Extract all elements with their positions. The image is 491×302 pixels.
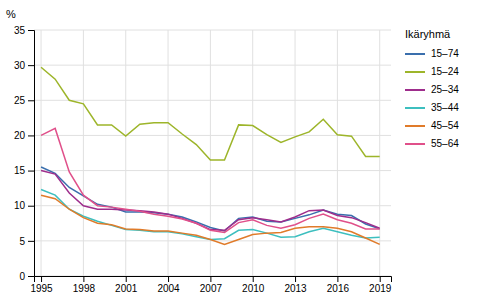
- axis-line: [28, 31, 35, 277]
- tick-label: 2007: [200, 283, 223, 294]
- tick-mark: [28, 171, 34, 172]
- tick: 2016: [327, 276, 350, 294]
- legend-label: 55–64: [431, 138, 459, 149]
- series-line: [41, 190, 380, 240]
- legend-item: 35–44: [405, 102, 459, 113]
- tick-mark: [168, 276, 169, 282]
- tick: 2004: [157, 276, 180, 294]
- tick-mark: [28, 65, 34, 66]
- y-axis-label: %: [6, 8, 16, 20]
- legend-swatch: [405, 53, 425, 55]
- tick-mark: [28, 241, 34, 242]
- tick-mark: [295, 276, 296, 282]
- tick-mark: [337, 276, 338, 282]
- tick: 0: [19, 271, 34, 282]
- legend-item: 15–74: [405, 48, 459, 59]
- tick-label: 30: [14, 60, 26, 71]
- series-line: [41, 128, 380, 232]
- tick: 1995: [30, 276, 53, 294]
- tick-mark: [28, 206, 34, 207]
- grid-line: [252, 30, 253, 276]
- tick-mark: [126, 276, 127, 282]
- tick-label: 2010: [242, 283, 265, 294]
- tick-mark: [28, 100, 34, 101]
- tick-label: 20: [14, 130, 26, 141]
- tick: 2013: [284, 276, 307, 294]
- tick-mark: [41, 276, 42, 282]
- grid-line: [83, 30, 84, 276]
- legend-swatch: [405, 107, 425, 109]
- tick-label: 1995: [30, 283, 53, 294]
- legend-label: 35–44: [431, 102, 459, 113]
- tick: 10: [14, 200, 34, 211]
- tick: 2001: [115, 276, 138, 294]
- tick: 2010: [242, 276, 265, 294]
- legend: Ikäryhmä 15–74 15–24 25–34 35–44 45–54 55–64: [405, 28, 459, 149]
- tick: 5: [19, 236, 34, 247]
- legend-title: Ikäryhmä: [405, 28, 451, 40]
- legend-item: 55–64: [405, 138, 459, 149]
- tick-label: 0: [19, 271, 25, 282]
- legend-swatch: [405, 125, 425, 127]
- legend-item: 15–24: [405, 66, 459, 77]
- tick: 20: [14, 130, 34, 141]
- legend-label: 15–24: [431, 66, 459, 77]
- tick-label: 35: [14, 25, 26, 36]
- tick-label: 10: [14, 200, 26, 211]
- lines: [41, 67, 380, 244]
- legend-item: 45–54: [405, 120, 459, 131]
- y-axis: 0 5 10 15 20 25 30 35: [14, 25, 35, 282]
- tick-mark: [210, 276, 211, 282]
- tick-label: 2013: [284, 283, 307, 294]
- tick-label: 5: [19, 236, 25, 247]
- tick-mark: [28, 276, 34, 277]
- axis-line: [35, 277, 392, 283]
- tick-mark: [28, 135, 34, 136]
- tick: 2007: [200, 276, 223, 294]
- grid-line: [295, 30, 296, 276]
- tick: 30: [14, 60, 34, 71]
- tick: 1998: [73, 276, 96, 294]
- tick-mark: [28, 30, 34, 31]
- tick-label: 2004: [157, 283, 180, 294]
- series-line: [41, 195, 380, 244]
- tick-label: 2016: [327, 283, 350, 294]
- legend-item: 25–34: [405, 84, 459, 95]
- chart-container: 1995 1998 2001 2004 2007 2010 2013 2016 2019 0 5 10…: [0, 0, 491, 302]
- grid-line: [125, 30, 126, 276]
- x-axis: 1995 1998 2001 2004 2007 2010 2013 2016 2019: [30, 276, 391, 294]
- grid-line: [379, 30, 380, 276]
- tick: 25: [14, 95, 34, 106]
- series-line: [41, 67, 380, 160]
- chart: 1995 1998 2001 2004 2007 2010 2013 2016 2019 0 5 10…: [0, 0, 491, 302]
- legend-swatch: [405, 71, 425, 73]
- grid: [34, 30, 391, 276]
- grid-line: [168, 30, 169, 276]
- tick: 2019: [369, 276, 392, 294]
- tick-mark: [83, 276, 84, 282]
- legend-label: 25–34: [431, 84, 459, 95]
- tick-mark: [380, 276, 381, 282]
- tick: 15: [14, 165, 34, 176]
- tick-label: 15: [14, 165, 26, 176]
- grid-line: [337, 30, 338, 276]
- legend-label: 45–54: [431, 120, 459, 131]
- tick-label: 2001: [115, 283, 138, 294]
- tick-label: 1998: [73, 283, 96, 294]
- tick-label: 25: [14, 95, 26, 106]
- tick-label: 2019: [369, 283, 392, 294]
- legend-swatch: [405, 89, 425, 91]
- legend-label: 15–74: [431, 48, 459, 59]
- tick-mark: [253, 276, 254, 282]
- tick: 35: [14, 25, 34, 36]
- legend-swatch: [405, 143, 425, 145]
- plot: 1995 1998 2001 2004 2007 2010 2013 2016 2019 0 5 10…: [6, 8, 459, 294]
